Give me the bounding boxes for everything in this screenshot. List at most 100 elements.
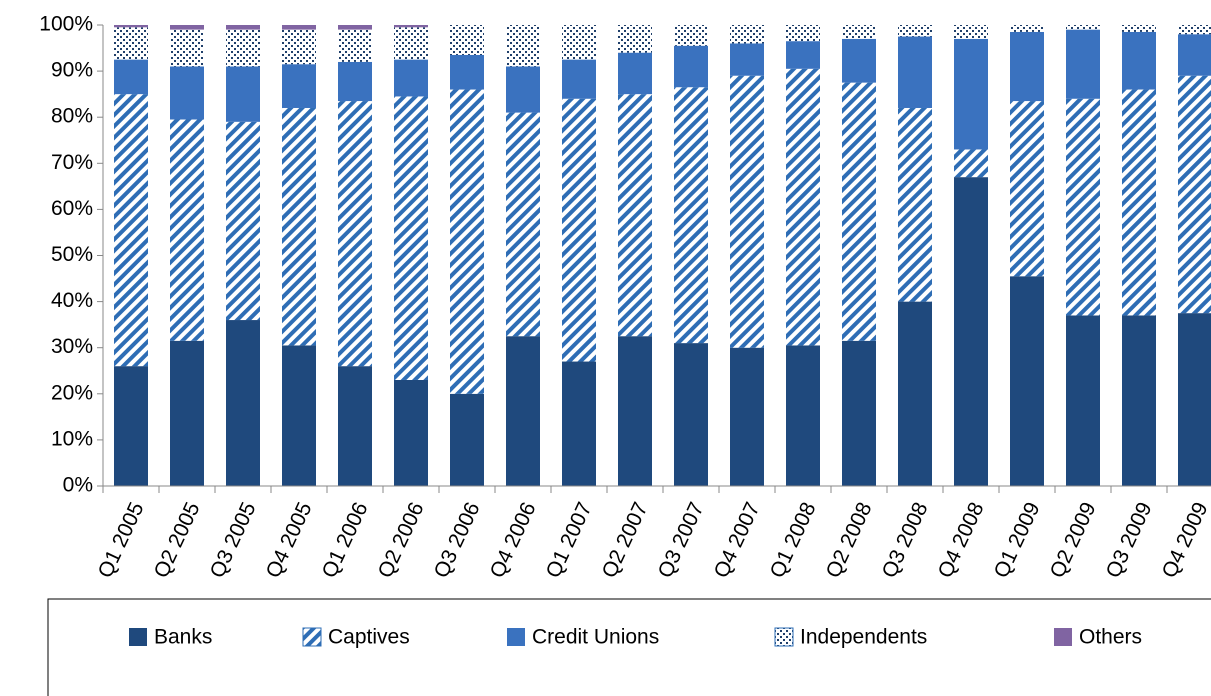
bar-segment — [282, 64, 316, 108]
bar-segment — [1010, 25, 1044, 32]
y-tick-label: 90% — [51, 59, 93, 82]
x-tick-label: Q1 2009 — [990, 499, 1045, 582]
bar-segment — [114, 366, 148, 486]
x-tick-label: Q2 2006 — [374, 499, 429, 582]
bar-segment — [954, 177, 988, 486]
bar-segment — [506, 25, 540, 67]
bar-segment — [226, 25, 260, 30]
legend-box — [47, 598, 1211, 696]
bar-segment — [170, 25, 204, 30]
bar-segment — [842, 38, 876, 83]
y-tick-label: 80% — [51, 105, 93, 128]
bar-segment — [1066, 98, 1100, 316]
bar-segment — [226, 320, 260, 486]
legend-label: Banks — [154, 626, 212, 649]
bar-segment — [562, 59, 596, 99]
bar-segment — [618, 25, 652, 53]
bar-segment — [1010, 31, 1044, 102]
bar-segment — [1122, 31, 1156, 90]
bar-segment — [1010, 276, 1044, 486]
x-tick-label: Q4 2009 — [1158, 499, 1211, 582]
x-tick-label: Q1 2008 — [766, 499, 821, 582]
bar-segment — [562, 25, 596, 60]
bar-segment — [114, 25, 148, 28]
legend-swatch — [1054, 628, 1072, 646]
bar-segment — [506, 336, 540, 486]
x-tick-label: Q3 2006 — [430, 499, 485, 582]
bar-segment — [954, 25, 988, 39]
x-tick-label: Q2 2007 — [598, 499, 653, 582]
bar-segment — [450, 25, 484, 55]
bar-segment — [226, 66, 260, 122]
bar-segment — [506, 112, 540, 337]
bar-segment — [282, 107, 316, 346]
bar-segment — [282, 29, 316, 65]
bar-segment — [338, 101, 372, 367]
bar-segment — [1178, 313, 1211, 486]
legend-label: Credit Unions — [532, 626, 659, 649]
bar-segment — [282, 25, 316, 30]
y-tick-label: 100% — [39, 13, 93, 36]
bar-segment — [954, 38, 988, 150]
bar-segment — [898, 25, 932, 37]
bar-segment — [338, 29, 372, 62]
bar-segment — [338, 25, 372, 30]
x-tick-label: Q2 2005 — [150, 499, 205, 582]
bar-segment — [114, 94, 148, 367]
x-tick-label: Q1 2007 — [542, 499, 597, 582]
legend-label: Others — [1079, 626, 1142, 649]
bar-segment — [1066, 29, 1100, 99]
bar-segment — [394, 379, 428, 486]
bar-segment — [842, 25, 876, 39]
bar-segment — [786, 68, 820, 346]
x-tick-label: Q4 2005 — [262, 499, 317, 582]
bar-segment — [898, 107, 932, 302]
bar-segment — [1122, 315, 1156, 486]
y-tick-label: 50% — [51, 243, 93, 266]
y-tick-label: 30% — [51, 335, 93, 358]
bar-segment — [1066, 25, 1100, 30]
bar-segment — [226, 121, 260, 321]
bar-segment — [618, 94, 652, 337]
bar-segment — [450, 393, 484, 486]
bar-segment — [842, 340, 876, 486]
bar-segment — [450, 54, 484, 90]
bar-segment — [786, 41, 820, 69]
bar-segment — [786, 345, 820, 486]
bar-segment — [170, 119, 204, 341]
bar-segment — [282, 345, 316, 486]
bar-segment — [170, 340, 204, 486]
bar-segment — [730, 25, 764, 44]
bar-segment — [170, 66, 204, 120]
bar-segment — [394, 25, 428, 28]
bar-segment — [394, 27, 428, 60]
bar-segment — [730, 75, 764, 348]
bar-segment — [842, 82, 876, 341]
x-tick-label: Q3 2005 — [206, 499, 261, 582]
bar-segment — [1122, 89, 1156, 316]
legend-swatch — [302, 627, 322, 647]
bar-segment — [506, 66, 540, 113]
bar-segment — [898, 36, 932, 108]
legend-swatch — [774, 627, 794, 647]
x-tick-label: Q2 2009 — [1046, 499, 1101, 582]
y-tick-label: 10% — [51, 427, 93, 450]
bar-segment — [674, 87, 708, 344]
bar-segment — [226, 29, 260, 67]
bar-segment — [1010, 101, 1044, 277]
bar-segment — [674, 25, 708, 46]
x-tick-label: Q3 2009 — [1102, 499, 1157, 582]
bar-segment — [114, 27, 148, 60]
bar-segment — [618, 336, 652, 486]
bar-segment — [114, 59, 148, 95]
bar-segment — [338, 61, 372, 102]
y-tick-label: 40% — [51, 289, 93, 312]
bar-segment — [170, 29, 204, 67]
bar-segment — [730, 347, 764, 486]
bar-segment — [394, 59, 428, 97]
legend-swatch — [507, 628, 525, 646]
y-tick-label: 60% — [51, 197, 93, 220]
bar-segment — [562, 361, 596, 486]
bar-segment — [562, 98, 596, 362]
